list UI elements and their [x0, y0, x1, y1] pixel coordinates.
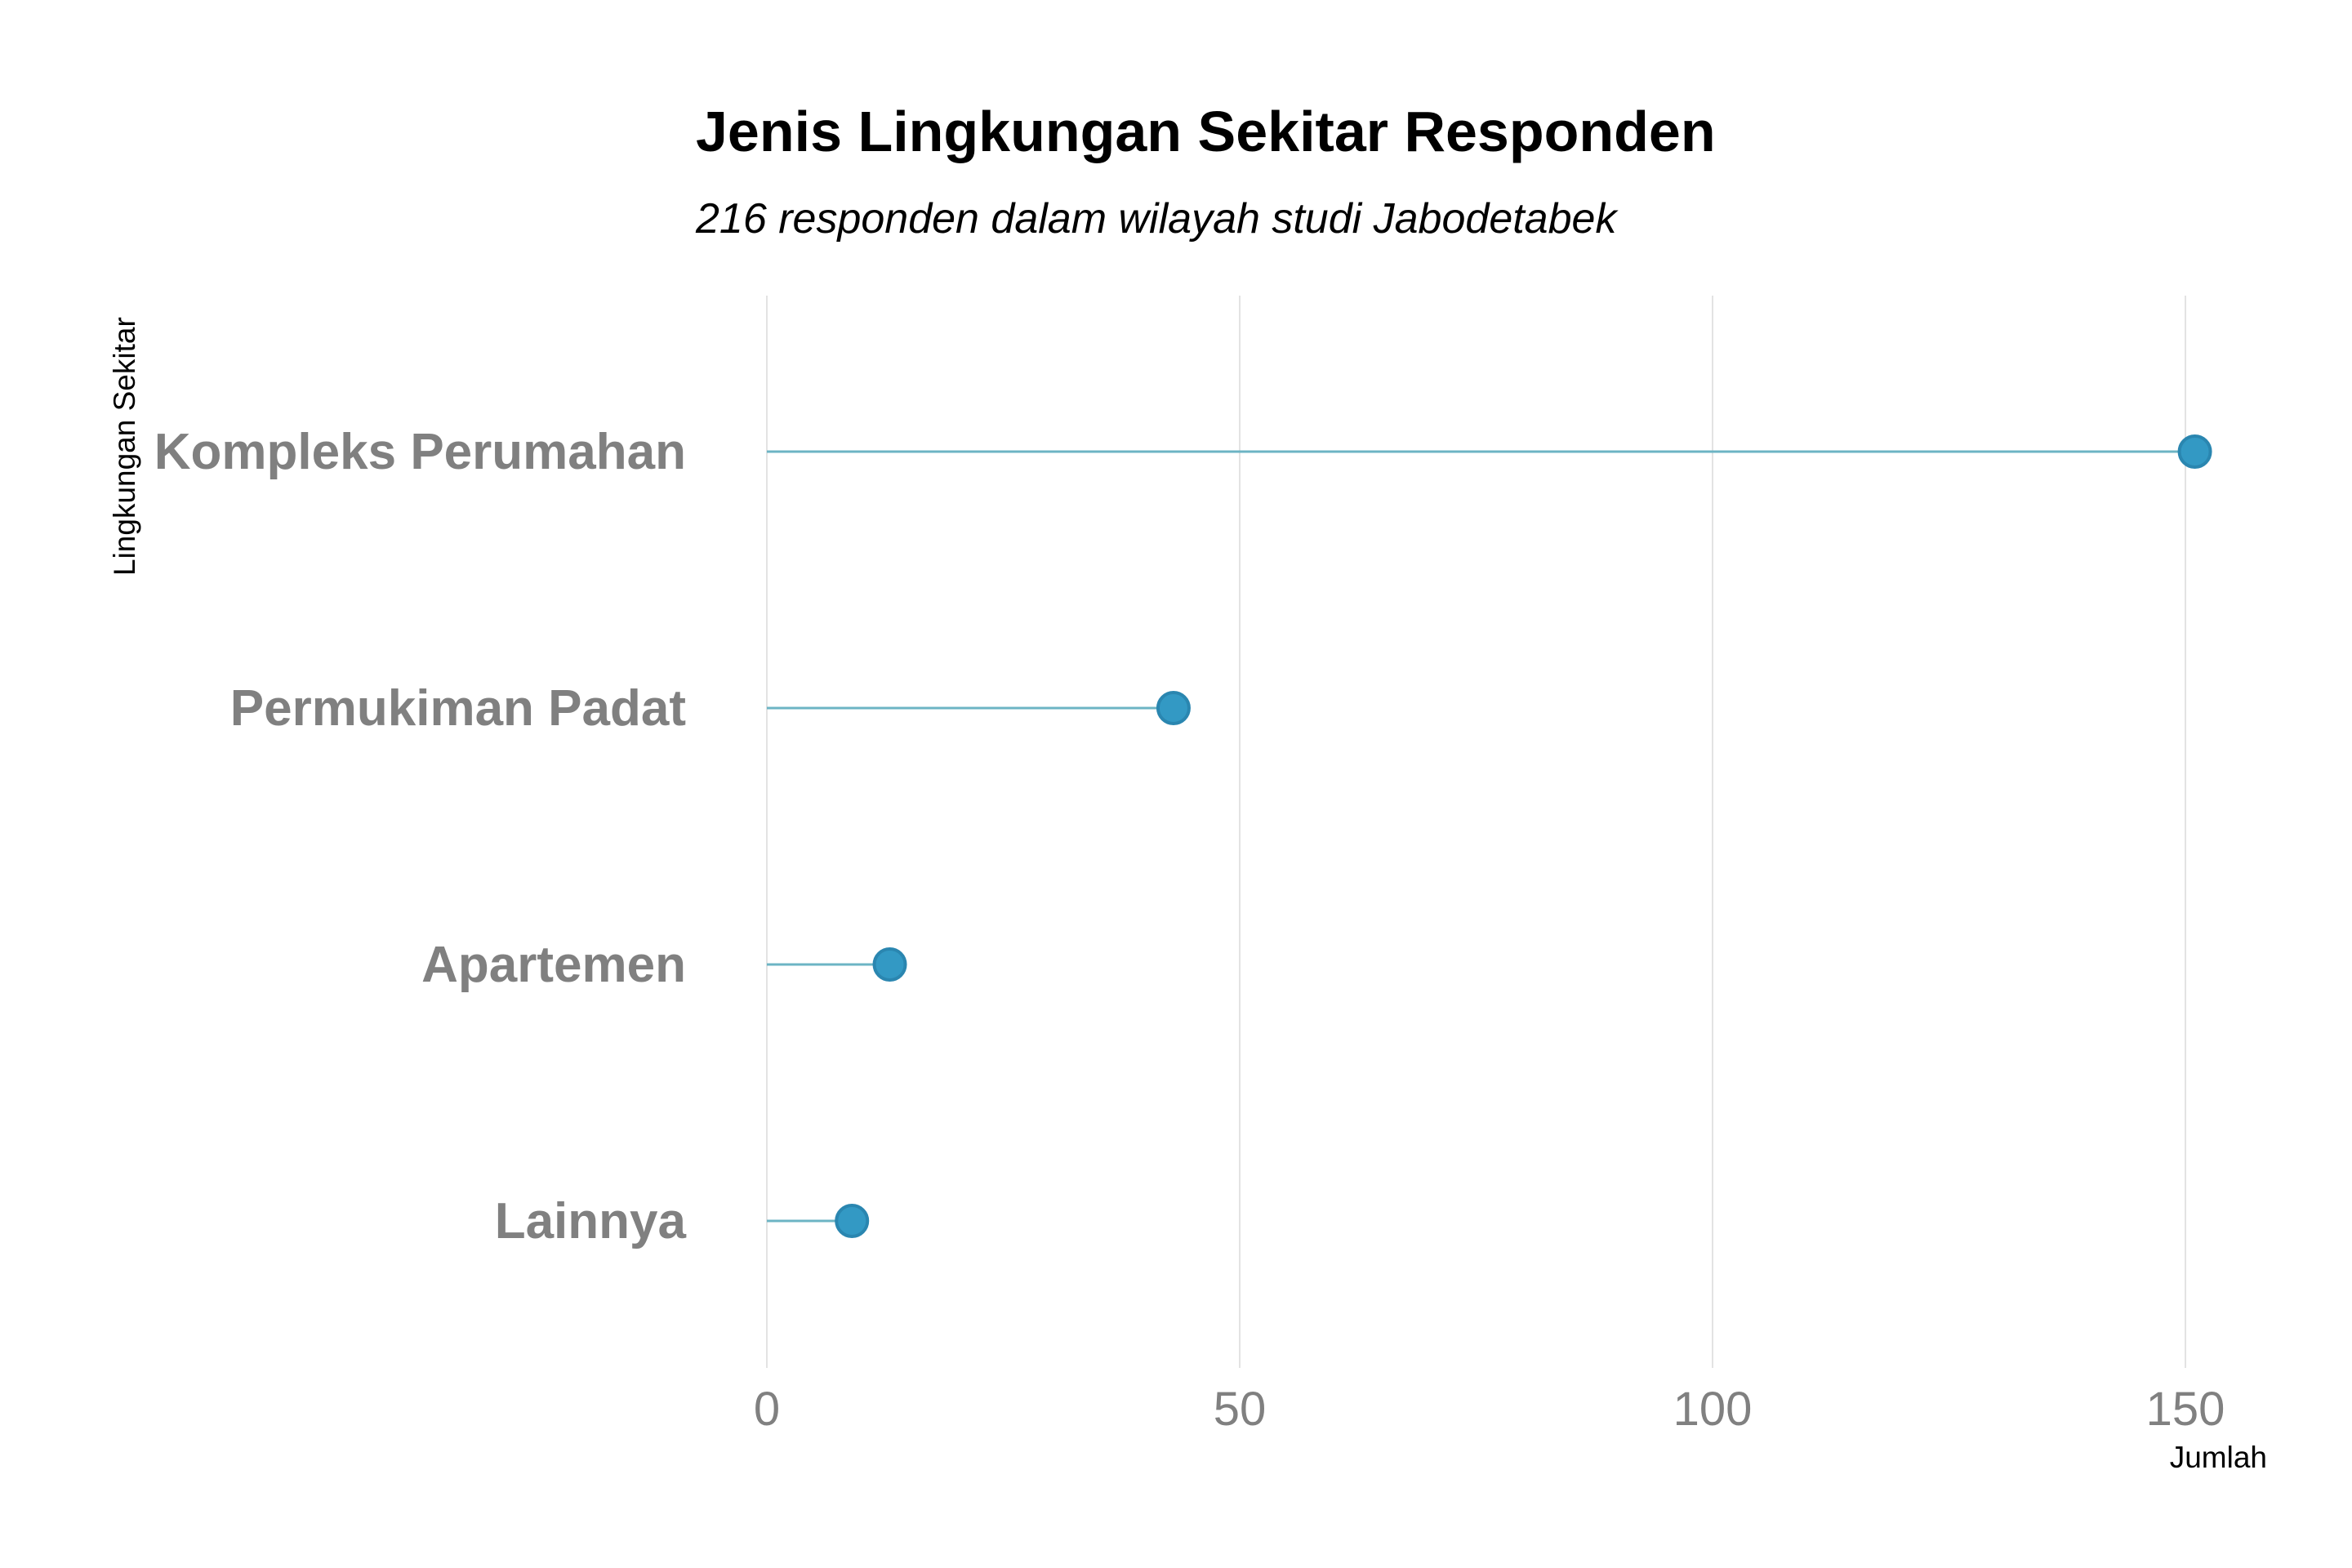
x-tick-label-50: 50 [1214, 1383, 1267, 1436]
category-label-kompleks-perumahan: Kompleks Perumahan [154, 424, 686, 480]
x-tick-label-100: 100 [1673, 1383, 1753, 1436]
y-axis-categories: Kompleks Perumahan Permukiman Padat Aparte… [154, 424, 687, 1250]
category-label-permukiman-padat: Permukiman Padat [230, 680, 686, 737]
dot-kompleks-perumahan [2177, 434, 2212, 469]
x-axis-title: Jumlah [2170, 1441, 2267, 1474]
y-axis-title: Lingkungan Sekitar [108, 317, 141, 576]
category-label-lainnya: Lainnya [495, 1193, 687, 1250]
dot-apartemen [872, 947, 907, 982]
lollipop-marks [767, 434, 2212, 1238]
x-tick-label-0: 0 [754, 1383, 780, 1436]
chart-title: Jenis Lingkungan Sekitar Responden [696, 100, 1716, 163]
dot-permukiman-padat [1156, 691, 1191, 725]
x-axis-ticks: 0 50 100 150 [754, 1383, 2225, 1436]
chart-subtitle: 216 responden dalam wilayah studi Jabode… [695, 195, 1619, 243]
dot-lainnya [835, 1204, 870, 1238]
gridlines [766, 296, 2186, 1368]
x-tick-label-150: 150 [2146, 1383, 2225, 1436]
category-label-apartemen: Apartemen [421, 937, 686, 993]
